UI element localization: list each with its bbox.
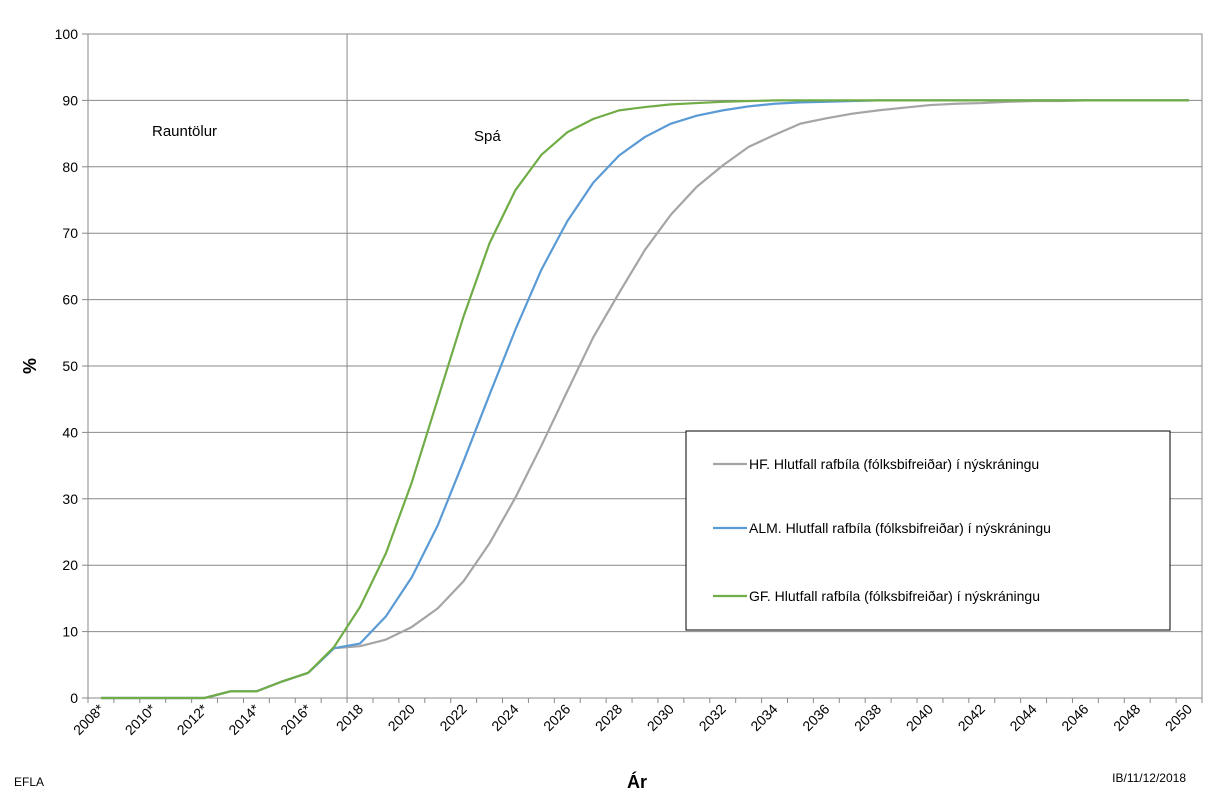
x-axis-title: Ár (627, 771, 647, 792)
x-tick-label: 2044 (1006, 701, 1039, 734)
x-tick-label: 2026 (540, 701, 573, 734)
annotation-actual: Rauntölur (152, 123, 217, 140)
y-tick-label: 20 (62, 557, 78, 573)
x-tick-label: 2040 (903, 701, 936, 734)
legend-label-2: ALM. Hlutfall rafbíla (fólksbifreiðar) í… (749, 520, 1051, 536)
x-tick-label: 2046 (1058, 701, 1091, 734)
legend-box (685, 430, 1171, 631)
x-axis-ticks: 2008* 2010* 2012* 2014* 2016* 2018 2020 2022 202… (70, 698, 1203, 738)
y-tick-label: 40 (62, 424, 78, 440)
footer-left: EFLA (14, 775, 44, 789)
series-lines (100, 99, 1190, 700)
footer-right: IB/11/12/2018 (1112, 771, 1186, 785)
y-tick-label: 80 (62, 159, 78, 175)
y-tick-label: 60 (62, 292, 78, 308)
y-tick-label: 70 (62, 225, 78, 241)
legend-label-1: HF. Hlutfall rafbíla (fólksbifreiðar) í … (749, 456, 1039, 472)
y-tick-label: 100 (55, 26, 79, 42)
x-tick-label: 2016* (277, 700, 315, 738)
x-tick-label: 2008* (70, 700, 108, 738)
x-tick-label: 2024 (488, 701, 521, 734)
legend: HF. Hlutfall rafbíla (fólksbifreiðar) í … (685, 430, 1171, 631)
y-tick-label: 10 (62, 624, 78, 640)
y-tick-label: 30 (62, 491, 78, 507)
x-tick-label: 2038 (851, 701, 884, 734)
x-tick-label: 2048 (1110, 701, 1143, 734)
x-tick-label: 2020 (385, 701, 418, 734)
x-tick-label: 2022 (436, 701, 469, 734)
annotation-forecast: Spá (474, 128, 501, 145)
x-tick-label: 2014* (225, 700, 263, 738)
x-tick-label: 2028 (592, 701, 625, 734)
series-line-3 (100, 99, 1190, 700)
legend-label-3: GF. Hlutfall rafbíla (fólksbifreiðar) í … (749, 588, 1040, 604)
x-tick-label: 2012* (174, 700, 212, 738)
x-tick-label: 2032 (695, 701, 728, 734)
x-tick-label: 2036 (799, 701, 832, 734)
x-tick-label: 2030 (644, 701, 677, 734)
y-tick-label: 90 (62, 92, 78, 108)
x-tick-label: 2042 (955, 701, 988, 734)
y-tick-label: 0 (70, 690, 78, 706)
x-tick-label: 2034 (747, 701, 780, 734)
y-axis-ticks: 0 10 20 30 40 50 60 70 80 90 100 (55, 26, 88, 706)
x-tick-label: 2018 (333, 701, 366, 734)
y-tick-label: 50 (62, 358, 78, 374)
x-tick-label: 2050 (1162, 701, 1195, 734)
x-tick-label: 2010* (122, 700, 160, 738)
y-axis-title: % (20, 358, 40, 374)
